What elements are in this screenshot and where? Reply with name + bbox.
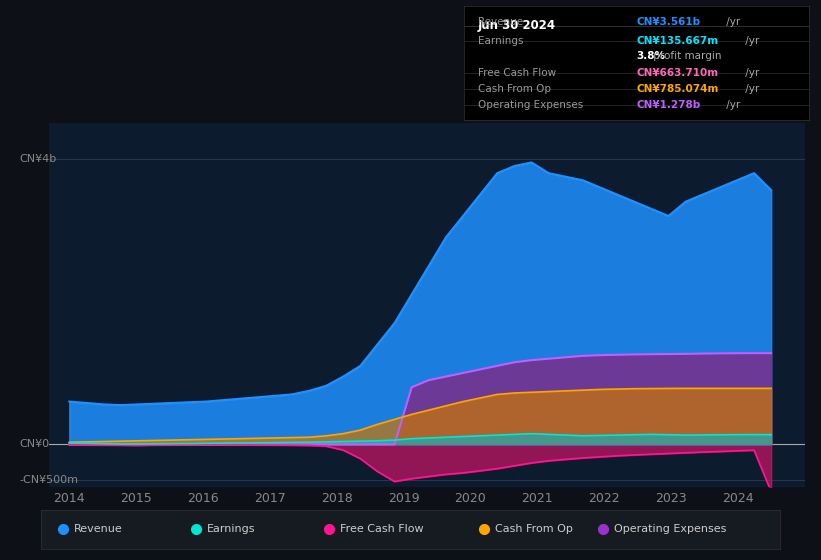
Text: /yr: /yr [723,100,741,110]
Text: Revenue: Revenue [75,524,123,534]
Text: CN¥1.278b: CN¥1.278b [636,100,700,110]
Text: CN¥785.074m: CN¥785.074m [636,84,718,94]
Text: Operating Expenses: Operating Expenses [478,100,583,110]
Text: -CN¥500m: -CN¥500m [19,475,78,485]
Text: Earnings: Earnings [478,36,523,46]
Text: Cash From Op: Cash From Op [496,524,573,534]
Text: Operating Expenses: Operating Expenses [613,524,726,534]
Text: Free Cash Flow: Free Cash Flow [341,524,424,534]
Text: Revenue: Revenue [478,17,523,27]
Text: Free Cash Flow: Free Cash Flow [478,68,556,78]
Text: CN¥663.710m: CN¥663.710m [636,68,718,78]
Text: /yr: /yr [742,84,759,94]
Text: /yr: /yr [742,36,759,46]
Text: Earnings: Earnings [208,524,256,534]
Text: profit margin: profit margin [650,51,722,60]
Text: 3.8%: 3.8% [636,51,665,60]
Text: /yr: /yr [723,17,741,27]
Text: CN¥3.561b: CN¥3.561b [636,17,700,27]
Text: CN¥135.667m: CN¥135.667m [636,36,718,46]
Text: Jun 30 2024: Jun 30 2024 [478,20,556,32]
Text: Cash From Op: Cash From Op [478,84,551,94]
Text: CN¥0: CN¥0 [19,440,49,449]
Text: /yr: /yr [742,68,759,78]
Text: CN¥4b: CN¥4b [19,154,57,164]
